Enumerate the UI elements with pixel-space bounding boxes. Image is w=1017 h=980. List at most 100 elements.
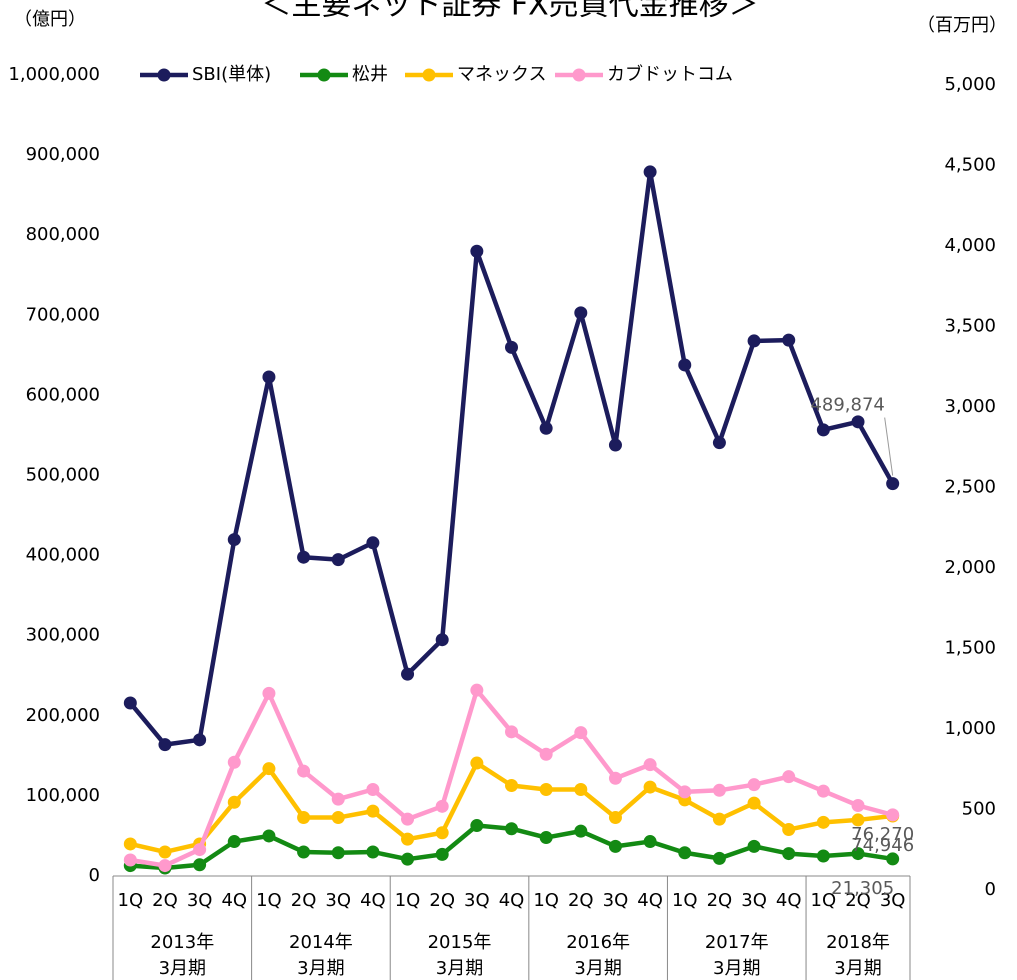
legend-label: マネックス bbox=[457, 64, 546, 85]
series-line bbox=[128, 169, 895, 747]
point bbox=[782, 847, 796, 861]
point bbox=[366, 536, 380, 550]
x-tick-label: 2Q bbox=[152, 890, 178, 911]
y2-tick-label: 4,500 bbox=[944, 155, 996, 176]
point bbox=[816, 423, 830, 437]
point bbox=[539, 421, 553, 435]
point bbox=[608, 811, 622, 825]
chart-title: ＜主要ネット証券 FX売買代金推移＞ bbox=[261, 0, 758, 23]
x-tick-label: 3Q bbox=[325, 890, 351, 911]
point bbox=[505, 725, 518, 739]
legend-label: カブドットコム bbox=[607, 63, 733, 85]
point bbox=[123, 853, 137, 867]
point bbox=[470, 819, 484, 833]
point bbox=[331, 811, 345, 825]
point bbox=[574, 824, 588, 838]
x-tick-label: 1Q bbox=[811, 890, 837, 911]
group-label: 3月期 bbox=[159, 958, 206, 979]
point bbox=[262, 370, 276, 384]
y-tick-label: 900,000 bbox=[26, 144, 100, 165]
point bbox=[193, 858, 207, 872]
point bbox=[539, 782, 553, 796]
y2-tick-label: 5,000 bbox=[944, 74, 996, 95]
point bbox=[539, 831, 553, 845]
point bbox=[331, 553, 345, 567]
point bbox=[470, 244, 484, 258]
group-label: 3月期 bbox=[297, 958, 344, 979]
point bbox=[816, 815, 830, 829]
point bbox=[816, 784, 830, 798]
y2-tick-label: 1,500 bbox=[944, 638, 996, 659]
y-tick-label: 800,000 bbox=[26, 224, 100, 245]
point bbox=[851, 799, 865, 813]
legend-label: SBI(単体) bbox=[192, 64, 271, 85]
point bbox=[712, 783, 726, 797]
point bbox=[747, 839, 761, 853]
legend-label: 松井 bbox=[352, 64, 388, 85]
point bbox=[747, 334, 761, 348]
point bbox=[608, 771, 622, 785]
point bbox=[747, 796, 761, 810]
point bbox=[608, 438, 622, 452]
x-tick-label: 2Q bbox=[845, 890, 871, 911]
y-tick-label: 200,000 bbox=[26, 705, 100, 726]
x-tick-label: 1Q bbox=[533, 890, 559, 911]
point bbox=[158, 859, 172, 873]
point bbox=[816, 849, 830, 863]
point bbox=[227, 795, 241, 809]
x-tick-label: 4Q bbox=[221, 890, 247, 911]
x-tick-label: 2Q bbox=[291, 890, 317, 911]
point bbox=[401, 667, 415, 681]
point bbox=[158, 738, 172, 752]
point bbox=[401, 812, 415, 826]
y-tick-label: 100,000 bbox=[26, 785, 100, 806]
point bbox=[505, 822, 518, 836]
point bbox=[331, 846, 345, 860]
point bbox=[886, 852, 900, 866]
point bbox=[851, 415, 865, 429]
point bbox=[435, 847, 449, 861]
point bbox=[262, 762, 276, 776]
point bbox=[193, 843, 207, 857]
x-tick-label: 4Q bbox=[360, 890, 386, 911]
point bbox=[435, 826, 449, 840]
point bbox=[678, 785, 692, 799]
point bbox=[678, 846, 692, 860]
point bbox=[227, 533, 241, 547]
group-label: 3月期 bbox=[713, 958, 760, 979]
leader-line bbox=[884, 417, 894, 476]
point bbox=[851, 847, 865, 861]
y-axis-label: （億円） bbox=[14, 9, 86, 30]
x-tick-label: 4Q bbox=[637, 890, 663, 911]
point bbox=[851, 813, 865, 827]
point bbox=[401, 832, 415, 846]
point bbox=[227, 755, 241, 769]
y-tick-label: 500,000 bbox=[26, 465, 100, 486]
y-tick-label: 1,000,000 bbox=[8, 64, 100, 85]
y2-tick-label: 1,000 bbox=[944, 718, 996, 739]
x-tick-label: 1Q bbox=[395, 890, 421, 911]
group-label: 2013年 bbox=[150, 932, 214, 953]
point bbox=[123, 837, 137, 851]
point bbox=[505, 778, 518, 792]
y2-tick-label: 3,000 bbox=[944, 396, 996, 417]
x-tick-label: 3Q bbox=[187, 890, 213, 911]
point bbox=[331, 792, 345, 806]
x-tick-label: 2Q bbox=[429, 890, 455, 911]
y-tick-label: 600,000 bbox=[26, 384, 100, 405]
y-tick-label: 400,000 bbox=[26, 545, 100, 566]
point bbox=[782, 333, 796, 347]
y-tick-label: 0 bbox=[89, 865, 100, 886]
group-label: 2015年 bbox=[428, 932, 492, 953]
x-tick-label: 1Q bbox=[672, 890, 698, 911]
legend-marker bbox=[572, 68, 586, 82]
x-tick-label: 3Q bbox=[880, 890, 906, 911]
point bbox=[712, 851, 726, 865]
point bbox=[712, 812, 726, 826]
value-label: 76,270 bbox=[851, 824, 914, 845]
point bbox=[505, 340, 518, 354]
legend-marker bbox=[422, 68, 436, 82]
y2-tick-label: 3,500 bbox=[944, 316, 996, 337]
x-tick-label: 2Q bbox=[707, 890, 733, 911]
y2-axis-label: （百万円） bbox=[917, 15, 1007, 36]
